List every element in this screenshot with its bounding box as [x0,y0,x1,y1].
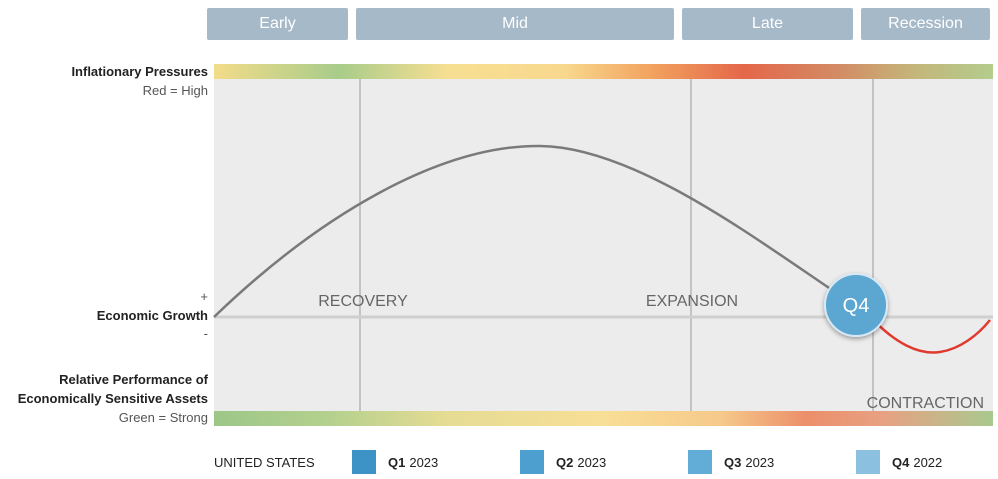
legend-swatch-q1 [352,450,376,474]
legend-q4-label: Q4 [892,454,910,470]
legend-item-q3: Q3 2023 [688,450,774,474]
phase-late: Late [682,8,853,40]
growth-minus: - [203,326,208,341]
q4-marker-label: Q4 [843,295,870,317]
business-cycle-diagram: RECOVERY EXPANSION CONTRACTION Q4 [213,64,993,426]
region-expansion: EXPANSION [646,293,738,310]
contraction-curve [865,311,991,354]
legend-q1-year: 2023 [409,454,439,470]
legend-item-q4: Q4 2022 [856,450,942,474]
legend-q1-label: Q1 [388,454,406,470]
legend-swatch-q4 [856,450,880,474]
legend-swatch-q3 [688,450,712,474]
legend-country: UNITED STATES [214,454,315,470]
q4-marker: Q4 [824,273,888,337]
legend-item-q1: Q1 2023 [352,450,438,474]
relperf-line1: Relative Performance of [59,372,208,387]
growth-plus: + [200,289,208,304]
region-recovery: RECOVERY [318,293,408,310]
phase-early: Early [207,8,348,40]
panel-background [214,64,993,426]
legend-item-q2: Q2 2023 [520,450,606,474]
relative-performance-gradient-bar [214,411,993,426]
inflation-subtitle: Red = High [142,83,208,98]
phase-recession: Recession [861,8,990,40]
region-contraction: CONTRACTION [867,395,984,412]
growth-curve [213,144,857,318]
legend-q2-label: Q2 [556,454,574,470]
legend-q3-year: 2023 [745,454,775,470]
legend-swatch-q2 [520,450,544,474]
phase-mid: Mid [356,8,674,40]
relperf-line2: Economically Sensitive Assets [17,391,208,406]
legend-q3-label: Q3 [724,454,742,470]
legend-q2-year: 2023 [577,454,607,470]
inflation-gradient-bar [214,64,993,79]
growth-label: Economic Growth [96,308,208,323]
inflation-title: Inflationary Pressures [71,64,208,79]
legend-q4-year: 2022 [913,454,943,470]
relperf-subtitle: Green = Strong [118,410,208,425]
